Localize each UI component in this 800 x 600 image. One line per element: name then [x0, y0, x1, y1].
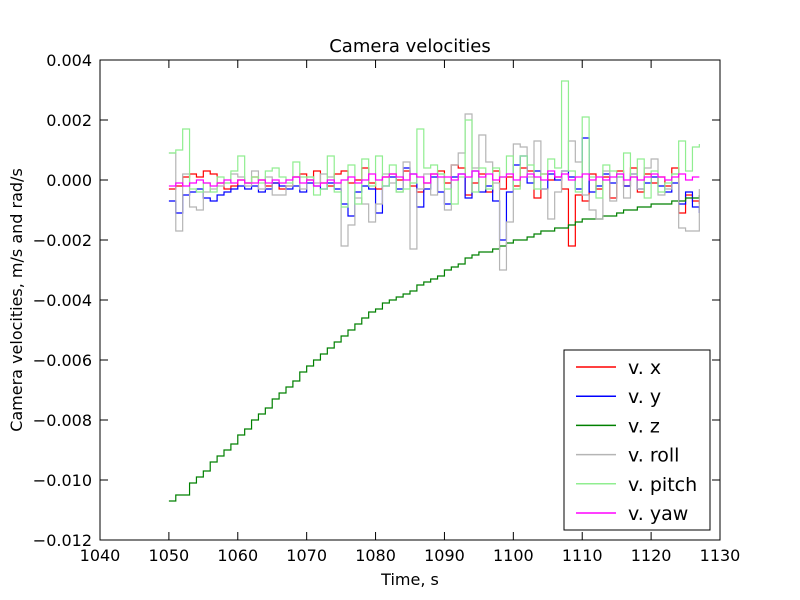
series-line-2 — [168, 195, 700, 502]
x-tick-label: 1130 — [700, 546, 741, 565]
plot-lines — [168, 80, 700, 502]
legend-label: v. yaw — [628, 503, 688, 525]
x-tick-label: 1060 — [217, 546, 258, 565]
y-axis-label: Camera velocities, m/s and rad/s — [7, 168, 26, 432]
y-tick-label: −0.004 — [33, 291, 92, 310]
y-axis: −0.012 −0.010 −0.008 −0.006 −0.004 −0.002 0.00… — [33, 51, 720, 550]
x-tick-label: 1040 — [80, 546, 121, 565]
y-tick-label: −0.002 — [33, 231, 92, 250]
y-tick-label: 0.004 — [46, 51, 92, 70]
x-tick-label: 1050 — [149, 546, 190, 565]
legend-label: v. y — [628, 386, 661, 408]
y-tick-label: −0.008 — [33, 411, 92, 430]
x-tick-label: 1090 — [424, 546, 465, 565]
y-tick-label: 0.002 — [46, 111, 92, 130]
y-tick-label: 0.000 — [46, 171, 92, 190]
x-tick-label: 1100 — [493, 546, 534, 565]
legend-label: v. roll — [628, 445, 679, 467]
x-tick-label: 1080 — [355, 546, 396, 565]
x-tick-label: 1120 — [631, 546, 672, 565]
x-axis-label: Time, s — [380, 570, 439, 589]
legend-box — [563, 349, 711, 531]
y-tick-label: −0.010 — [33, 471, 92, 490]
chart-title: Camera velocities — [329, 36, 491, 57]
x-axis: 1040 1050 1060 1070 1080 1090 1100 1110 1120 1130 — [80, 60, 741, 565]
legend-label: v. z — [628, 415, 660, 437]
y-tick-label: −0.006 — [33, 351, 92, 370]
y-tick-label: −0.012 — [33, 531, 92, 550]
legend-label: v. x — [628, 357, 661, 379]
x-tick-label: 1110 — [562, 546, 603, 565]
legend: v. x v. y v. z v. roll v. pitch v. yaw — [563, 349, 711, 531]
legend-label: v. pitch — [628, 474, 697, 496]
x-tick-label: 1070 — [286, 546, 327, 565]
series-line-5 — [168, 170, 700, 187]
